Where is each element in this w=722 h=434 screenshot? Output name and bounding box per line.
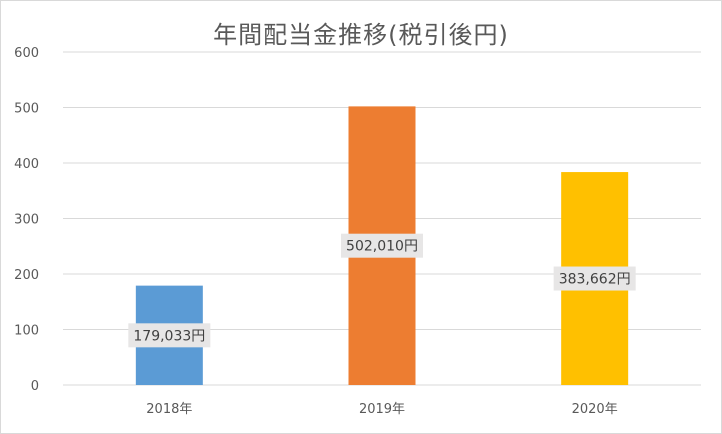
chart-title: 年間配当金推移(税引後円) (213, 21, 509, 49)
data-label: 179,033円 (133, 328, 205, 344)
y-tick-label: 400 (14, 157, 39, 172)
data-label: 383,662円 (559, 272, 631, 288)
x-tick-label: 2018年 (146, 402, 192, 417)
y-tick-label: 500 (14, 102, 39, 117)
data-label-box (128, 323, 211, 348)
y-tick-label: 200 (14, 268, 39, 283)
x-tick-label: 2020年 (572, 402, 618, 417)
y-tick-label: 100 (14, 324, 39, 339)
y-tick-label: 600 (14, 46, 39, 61)
data-label-box (553, 266, 636, 291)
y-tick-label: 300 (14, 213, 39, 228)
data-label-box (341, 233, 423, 258)
x-tick-label: 2019年 (359, 402, 405, 417)
y-tick-label: 0 (31, 379, 39, 394)
data-label: 502,010円 (346, 239, 418, 255)
